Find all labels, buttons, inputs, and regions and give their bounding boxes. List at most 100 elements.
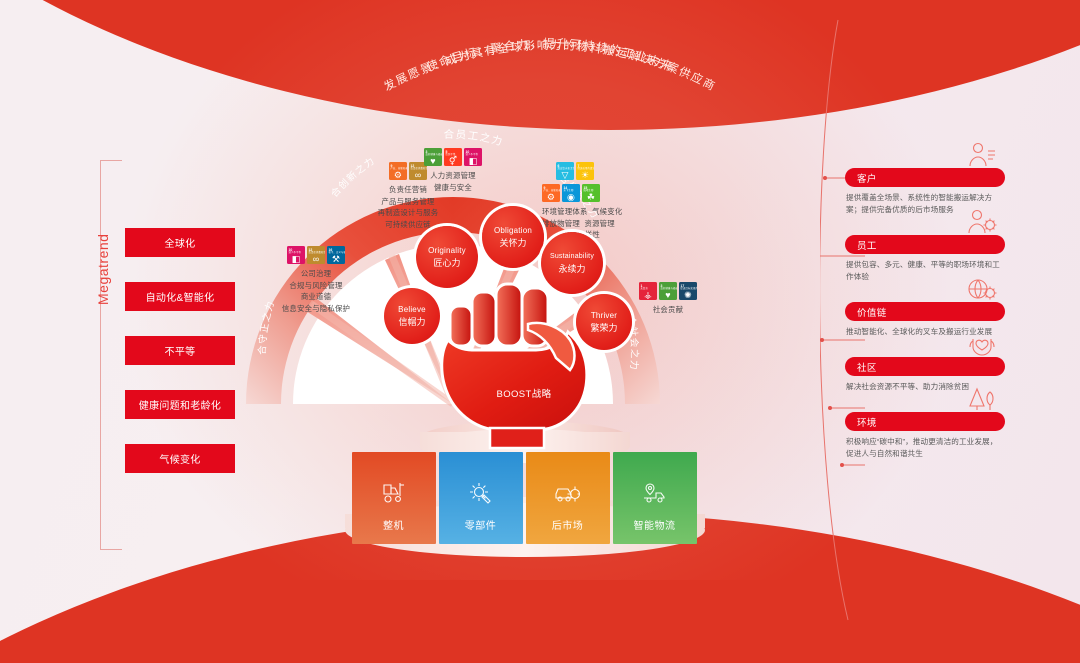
pillar-sustainability[interactable]: Sustainability 永续力 [541,232,603,294]
hands-heart-icon [967,331,997,362]
sdg-icon-10: 10 减少不平等 ◧ [287,246,305,264]
pillar-cn-label: 永续力 [558,263,586,274]
sdg-glyph: ◉ [566,191,576,202]
sdg-group-society: 1 无贫穷 ⚶ 3 良好健康与福祉 ♥ 17 促进目标实现的伙伴关系 ✺ [623,282,713,300]
sdg-icon-9: 9 产业、创新和基础设施 ⚙ [542,184,560,202]
pillar-thriver[interactable]: Thriver 繁荣力 [576,294,632,350]
tab-logistics[interactable]: 智能物流 [612,452,697,544]
tab-parts[interactable]: 零部件 [438,452,523,544]
sdg-glyph: ⚙ [393,169,403,180]
sdg-number: 12 [308,247,313,252]
megatrend-health-aging[interactable]: 健康问题和老龄化 [125,390,235,419]
stakeholder-desc: 积极响应“碳中和”，推动更清洁的工业发展，促进人与自然和谐共生 [846,437,998,458]
sdg-glyph: ☀ [580,169,590,180]
boost-strategy-label: BOOST战略 [496,389,552,400]
stakeholder-pill[interactable]: 环境 [845,412,1005,431]
topic-text: 气候变化 [592,207,623,216]
topic-text: 排放物管理 [542,218,580,228]
sdg-glyph: ⚶ [644,289,652,300]
sdg-title: 产业、创新和基础设施 [390,167,408,170]
sdg-glyph: ∞ [312,253,320,264]
stakeholder-desc: 提供覆盖全场景、系统性的智能搬运解决方案；提供完备优质的后市场服务 [846,193,993,214]
stakeholder-pill[interactable]: 价值链 [845,302,1005,321]
megatrend-globalization[interactable]: 全球化 [125,228,235,257]
stakeholder-pill[interactable]: 员工 [845,235,1005,254]
stakeholder-customer[interactable]: 客户 提供覆盖全场景、系统性的智能搬运解决方案；提供完备优质的后市场服务 [845,142,1005,216]
pillar-cn-label: 匠心力 [433,257,461,268]
sdg-icon-12: 12 负责任消费和生产 ∞ [409,162,427,180]
person-list-icon [967,142,997,173]
sdg-number: 12 [410,163,415,168]
tab-label: 整机 [383,521,404,532]
sdg-title: 经济适用的清洁能源 [577,167,595,170]
sdg-number: 16 [328,247,333,252]
sdg-number: 6 [557,163,560,168]
segment-ecology: 6 清洁饮水和卫生设施 ▽ 7 经济适用的清洁能源 ☀ 9 产业、创新和基础设施… [542,162,668,241]
pillar-en-label: Sustainability [549,252,595,260]
stakeholder-list: 客户 提供覆盖全场景、系统性的智能搬运解决方案；提供完备优质的后市场服务 员工 … [845,142,1005,479]
stakeholder-label: 员工 [857,240,877,252]
sdg-number: 7 [577,163,580,168]
sdg-number: 17 [680,283,685,288]
sdg-number: 5 [445,149,448,154]
stakeholder-environment[interactable]: 环境 积极响应“碳中和”，推动更清洁的工业发展，促进人与自然和谐共生 [845,387,1005,460]
gear-wrench-icon [468,481,494,510]
megatrend-climate[interactable]: 气候变化 [125,444,235,473]
sdg-icon-15: 15 陆地生物 ☘ [582,184,600,202]
sdg-title: 和平、正义与强大机构 [328,251,346,254]
topic-text: 社会贡献 [652,305,684,314]
pillar-obligation[interactable]: Obligation 关怀力 [482,206,544,268]
pillar-originality[interactable]: Originality 匠心力 [416,226,478,288]
sdg-icon-14: 14 水下生物 ◉ [562,184,580,202]
tab-aftermarket[interactable]: 后市场 [525,452,610,544]
car-service-icon [554,481,582,510]
sdg-number: 3 [425,149,428,154]
segment-compliance: 10 减少不平等 ◧ 12 负责任消费和生产 ∞ 16 和平、正义与强大机构 ⚒… [246,246,386,314]
sdg-title: 性别平等 [445,153,456,156]
topic-text: 商业道德 [300,292,332,301]
stakeholder-value-chain[interactable]: 价值链 推动智能化、全球化的叉车及搬运行业发展 [845,279,1005,338]
sdg-number: 9 [543,185,546,190]
sdg-title: 负责任消费和生产 [410,167,428,170]
megatrend-inequality[interactable]: 不平等 [125,336,235,365]
megatrend-bracket [100,160,122,550]
pillar-believe[interactable]: Believe 信帽力 [384,288,440,344]
topic-text: 信息安全与隐私保护 [281,303,351,313]
arc-label-employee: 合员工之力 [444,128,505,149]
sdg-title: 清洁饮水和卫生设施 [557,167,575,170]
topic-text: 产品与服务管理 [381,196,435,206]
forklift-icon [381,481,407,510]
sdg-icon-3: 3 良好健康与福祉 ♥ [659,282,677,300]
sdg-glyph: ▽ [561,169,569,180]
sdg-title: 良好健康与福祉 [425,153,443,156]
sdg-glyph: ⚒ [331,253,341,264]
topic-text: 环境管理体系 [542,207,588,216]
pillar-en-label: Obligation [493,225,533,235]
sdg-icon-12: 12 负责任消费和生产 ∞ [307,246,325,264]
stakeholder-community[interactable]: 社区 解决社会资源不平等、助力消除贫困 [845,339,1005,393]
tab-machine[interactable]: 整机 [351,452,436,544]
pillar-cn-label: 繁荣力 [590,322,618,333]
stakeholder-pill[interactable]: 社区 [845,357,1005,376]
topic-text: 可持续供应链 [385,219,431,229]
sdg-icon-6: 6 清洁饮水和卫生设施 ▽ [556,162,574,180]
sdg-glyph: ∞ [414,169,422,180]
stakeholder-label: 客户 [857,173,877,185]
pillar-en-label: Originality [428,245,466,255]
globe-gear-icon [967,276,997,307]
sdg-title: 陆地生物 [583,189,594,192]
person-gear-icon [967,209,997,240]
sdg-icon-5: 5 性别平等 ⚥ [444,148,462,166]
sdg-title: 减少不平等 [288,251,301,254]
sdg-number: 10 [465,149,470,154]
sdg-glyph: ◧ [291,253,301,264]
stakeholder-pill[interactable]: 客户 [845,168,1005,187]
stakeholder-employee[interactable]: 员工 提供包容、多元、健康、平等的职场环境和工作体验 [845,209,1005,283]
megatrend-automation[interactable]: 自动化&智能化 [125,282,235,311]
sdg-icon-9: 9 产业、创新和基础设施 ⚙ [389,162,407,180]
pillar-en-label: Thriver [590,310,618,320]
sdg-group-innovation: 9 产业、创新和基础设施 ⚙ 12 负责任消费和生产 ∞ [343,162,473,180]
tab-label: 后市场 [551,521,584,532]
megatrend-label: 不平等 [164,347,196,358]
